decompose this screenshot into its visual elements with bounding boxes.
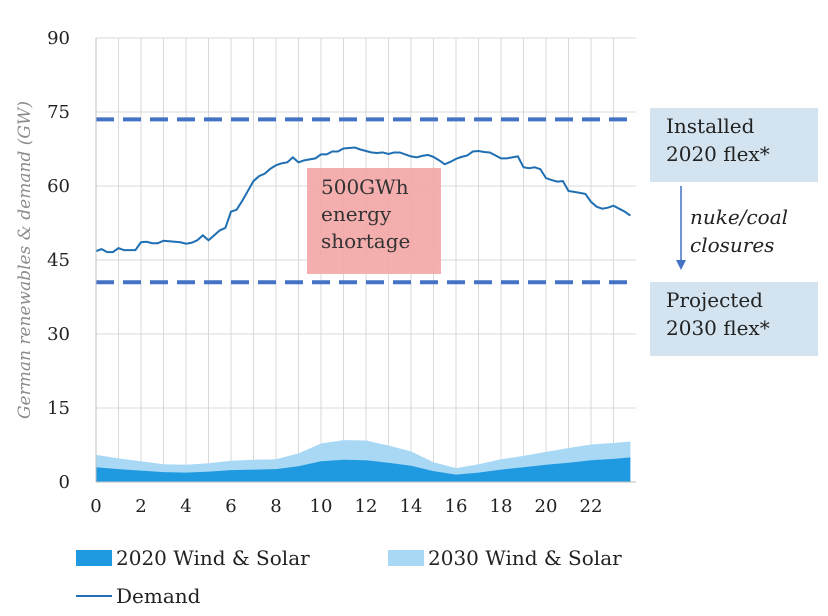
x-tick-label: 10 [310,496,333,517]
legend-item-2030: 2030 Wind & Solar [388,546,622,570]
area-2020-wind-solar [96,457,631,482]
x-tick-label: 8 [270,496,281,517]
reference-lines [96,117,636,285]
legend-swatch-demand [76,595,112,597]
y-tick-labels: 0 15 30 45 60 75 90 [47,28,70,493]
projected-flex-label: Projected 2030 flex* [650,282,818,356]
y-tick-label: 0 [59,472,70,493]
legend-swatch-2020 [76,550,112,566]
x-tick-labels: 0 2 4 6 8 10 12 14 16 18 20 22 [90,496,602,517]
y-tick-label: 45 [47,250,70,271]
x-tick-label: 22 [580,496,603,517]
axes [95,38,636,483]
y-tick-label: 60 [47,176,70,197]
legend-label-2020: 2020 Wind & Solar [116,546,310,570]
energy-shortage-annotation: 500GWh energy shortage [307,168,441,274]
y-tick-label: 30 [47,324,70,345]
y-tick-label: 90 [47,28,70,49]
x-tick-label: 6 [225,496,236,517]
x-tick-label: 20 [535,496,558,517]
x-tick-label: 0 [90,496,101,517]
closures-note: nuke/coal closures [690,205,789,257]
x-tick-label: 14 [400,496,423,517]
legend-label-demand: Demand [116,584,201,608]
legend-item-demand: Demand [76,584,200,608]
y-tick-label: 75 [47,102,70,123]
closure-arrow-head [676,260,686,270]
x-tick-label: 12 [355,496,378,517]
x-tick-label: 2 [135,496,146,517]
x-tick-label: 18 [490,496,513,517]
installed-flex-label: Installed 2020 flex* [650,108,818,182]
demand-line [95,146,631,254]
legend-swatch-2030 [388,550,424,566]
y-axis-label: German renewables & demand (GW) [15,101,35,419]
demand-series [95,146,631,254]
legend-item-2020: 2020 Wind & Solar [76,546,310,570]
area-series [96,440,631,482]
legend-label-2030: 2030 Wind & Solar [428,546,622,570]
x-tick-label: 4 [180,496,191,517]
y-tick-label: 15 [47,398,70,419]
x-tick-label: 16 [445,496,468,517]
